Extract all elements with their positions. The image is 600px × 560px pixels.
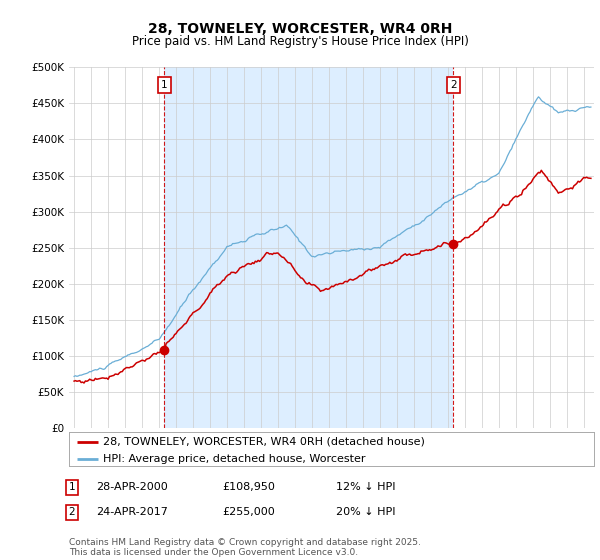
Text: 2: 2 (68, 507, 76, 517)
Text: 28, TOWNELEY, WORCESTER, WR4 0RH: 28, TOWNELEY, WORCESTER, WR4 0RH (148, 22, 452, 36)
Text: 1: 1 (161, 80, 168, 90)
Text: 12% ↓ HPI: 12% ↓ HPI (336, 482, 395, 492)
Text: Price paid vs. HM Land Registry's House Price Index (HPI): Price paid vs. HM Land Registry's House … (131, 35, 469, 48)
Text: 28, TOWNELEY, WORCESTER, WR4 0RH (detached house): 28, TOWNELEY, WORCESTER, WR4 0RH (detach… (103, 437, 425, 447)
Text: HPI: Average price, detached house, Worcester: HPI: Average price, detached house, Worc… (103, 454, 365, 464)
Bar (164, 67, 454, 428)
Text: 24-APR-2017: 24-APR-2017 (96, 507, 168, 517)
Text: £255,000: £255,000 (222, 507, 275, 517)
Text: 1: 1 (68, 482, 76, 492)
Text: 28-APR-2000: 28-APR-2000 (96, 482, 168, 492)
Text: £108,950: £108,950 (222, 482, 275, 492)
Text: 20% ↓ HPI: 20% ↓ HPI (336, 507, 395, 517)
Text: 2: 2 (450, 80, 457, 90)
Text: Contains HM Land Registry data © Crown copyright and database right 2025.
This d: Contains HM Land Registry data © Crown c… (69, 538, 421, 557)
